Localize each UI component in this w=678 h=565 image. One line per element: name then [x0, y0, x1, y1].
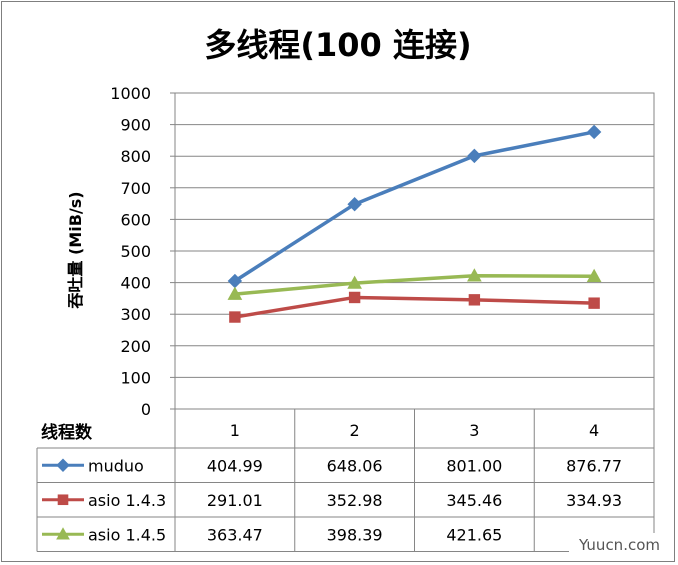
y-tick-label: 900 — [120, 116, 151, 135]
series-line — [233, 295, 596, 319]
data-point — [467, 148, 482, 164]
table-cell-value: 404.99 — [207, 456, 263, 475]
legend-marker — [57, 494, 69, 506]
x-tick-label: 3 — [469, 421, 479, 440]
legend-marker — [56, 458, 70, 472]
data-point — [586, 124, 602, 140]
x-axis-label: 线程数 — [41, 422, 93, 443]
table-cell-value: 352.98 — [327, 491, 383, 510]
legend-label: asio 1.4.3 — [88, 491, 166, 510]
series-line — [233, 130, 596, 283]
table-cell-value: 801.00 — [446, 456, 502, 475]
table-cell-value: 398.39 — [327, 525, 383, 544]
series-line — [233, 274, 596, 296]
data-point — [348, 291, 361, 304]
legend-marker — [56, 527, 70, 540]
table-cell-value: 648.06 — [327, 456, 383, 475]
y-tick-label: 100 — [120, 368, 151, 387]
y-tick-label: 1000 — [110, 84, 151, 103]
table-cell-value: 291.01 — [207, 491, 263, 510]
watermark: Yuucn.com — [568, 533, 670, 557]
y-axis-label: 吞吐量 (MiB/s) — [66, 191, 85, 308]
table-cell-value: 421.65 — [446, 525, 502, 544]
table-cell-value: 334.93 — [566, 491, 622, 510]
y-tick-label: 400 — [120, 274, 151, 293]
y-tick-label: 300 — [120, 305, 151, 324]
table-cell-value: 876.77 — [566, 456, 622, 475]
data-point — [227, 286, 243, 300]
data-point — [588, 297, 600, 309]
chart-title: 多线程(100 连接) — [204, 26, 471, 64]
legend-label: asio 1.4.5 — [88, 525, 166, 544]
y-tick-label: 600 — [120, 210, 151, 229]
data-point — [467, 268, 482, 282]
table-cell-value: 363.47 — [207, 525, 263, 544]
x-tick-label: 2 — [350, 421, 360, 440]
x-tick-label: 1 — [230, 421, 240, 440]
y-tick-label: 200 — [120, 337, 151, 356]
y-tick-label: 800 — [120, 147, 151, 166]
legend-label: muduo — [88, 456, 144, 475]
data-point — [347, 275, 362, 289]
data-point — [347, 197, 362, 212]
y-tick-label: 500 — [120, 242, 151, 261]
y-tick-label: 0 — [141, 400, 151, 419]
y-tick-label: 700 — [120, 179, 151, 198]
x-tick-label: 4 — [589, 421, 599, 440]
table-cell-value: 345.46 — [446, 491, 502, 510]
data-point — [468, 294, 481, 306]
data-point — [586, 268, 602, 282]
data-point — [229, 311, 241, 323]
